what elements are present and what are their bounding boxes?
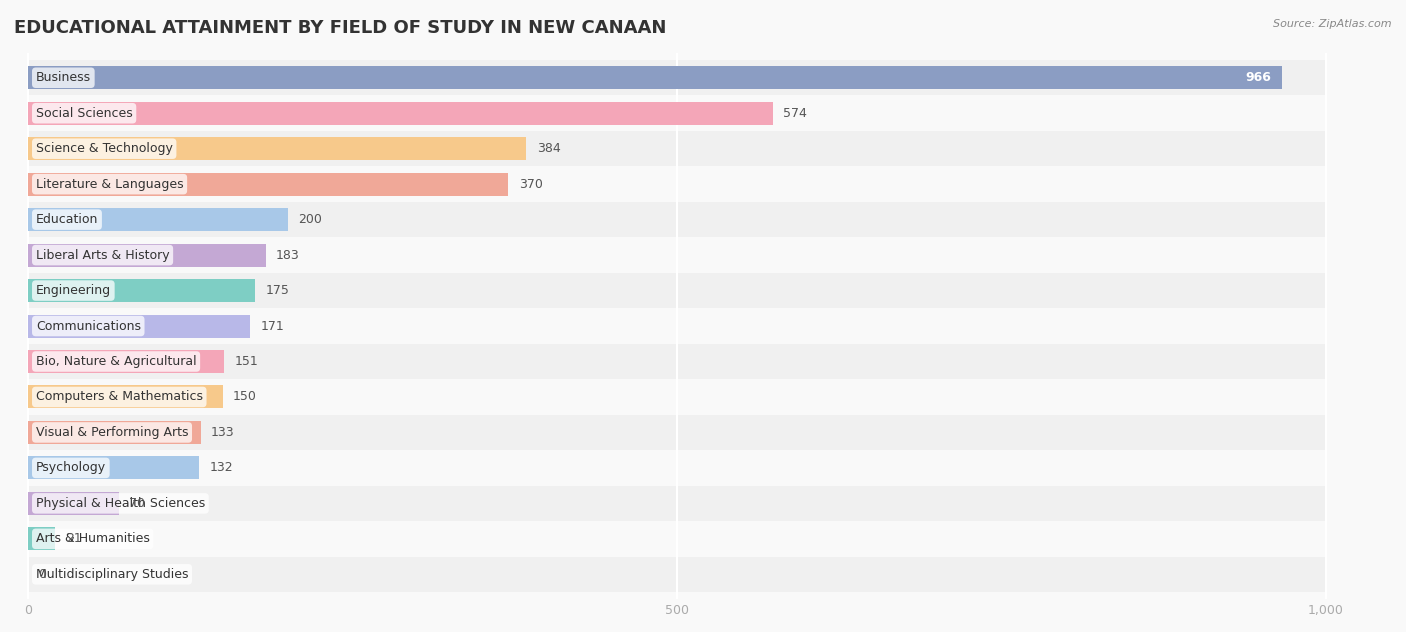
Text: Science & Technology: Science & Technology <box>35 142 173 155</box>
Text: Computers & Mathematics: Computers & Mathematics <box>35 391 202 403</box>
Bar <box>28 60 1326 95</box>
Bar <box>28 315 250 337</box>
Bar <box>28 279 254 302</box>
Text: 171: 171 <box>260 320 284 332</box>
Bar <box>28 238 1326 273</box>
Text: Engineering: Engineering <box>35 284 111 297</box>
Bar <box>28 450 1326 485</box>
Text: 133: 133 <box>211 426 235 439</box>
Text: Bio, Nature & Agricultural: Bio, Nature & Agricultural <box>35 355 197 368</box>
Bar <box>28 308 1326 344</box>
Bar <box>28 102 773 125</box>
Bar <box>28 527 55 550</box>
Text: Psychology: Psychology <box>35 461 105 475</box>
Text: EDUCATIONAL ATTAINMENT BY FIELD OF STUDY IN NEW CANAAN: EDUCATIONAL ATTAINMENT BY FIELD OF STUDY… <box>14 19 666 37</box>
Text: Multidisciplinary Studies: Multidisciplinary Studies <box>35 568 188 581</box>
Text: 132: 132 <box>209 461 233 475</box>
Bar <box>28 557 1326 592</box>
Bar <box>28 166 1326 202</box>
Text: Arts & Humanities: Arts & Humanities <box>35 532 149 545</box>
Bar <box>28 456 200 480</box>
Text: 183: 183 <box>276 248 299 262</box>
Text: 574: 574 <box>783 107 807 119</box>
Text: Physical & Health Sciences: Physical & Health Sciences <box>35 497 205 510</box>
Bar <box>28 492 120 515</box>
Text: 70: 70 <box>129 497 145 510</box>
Bar <box>28 202 1326 238</box>
Text: Source: ZipAtlas.com: Source: ZipAtlas.com <box>1274 19 1392 29</box>
Text: 0: 0 <box>38 568 46 581</box>
Bar <box>28 243 266 267</box>
Bar <box>28 485 1326 521</box>
Text: 384: 384 <box>537 142 561 155</box>
Text: Visual & Performing Arts: Visual & Performing Arts <box>35 426 188 439</box>
Text: Social Sciences: Social Sciences <box>35 107 132 119</box>
Text: Education: Education <box>35 213 98 226</box>
Bar <box>28 386 222 408</box>
Bar <box>28 273 1326 308</box>
Bar <box>28 421 201 444</box>
Text: Literature & Languages: Literature & Languages <box>35 178 183 191</box>
Text: Business: Business <box>35 71 91 84</box>
Bar <box>28 137 526 161</box>
Bar <box>28 173 509 196</box>
Text: 151: 151 <box>235 355 259 368</box>
Bar <box>28 95 1326 131</box>
Text: Communications: Communications <box>35 320 141 332</box>
Bar <box>28 66 1282 89</box>
Bar <box>28 344 1326 379</box>
Bar <box>28 379 1326 415</box>
Bar <box>28 521 1326 557</box>
Text: 200: 200 <box>298 213 322 226</box>
Bar <box>28 208 288 231</box>
Text: 150: 150 <box>233 391 257 403</box>
Bar <box>28 350 224 373</box>
Text: 966: 966 <box>1246 71 1271 84</box>
Bar <box>28 415 1326 450</box>
Text: 21: 21 <box>66 532 82 545</box>
Text: 370: 370 <box>519 178 543 191</box>
Text: 175: 175 <box>266 284 290 297</box>
Bar <box>28 131 1326 166</box>
Text: Liberal Arts & History: Liberal Arts & History <box>35 248 169 262</box>
